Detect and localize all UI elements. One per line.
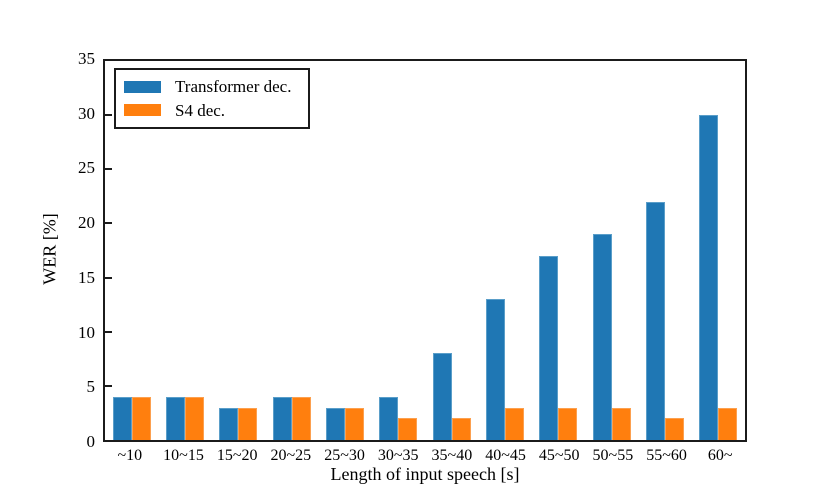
y-tick-label: 35: [78, 49, 95, 68]
y-tick-label: 20: [78, 213, 95, 233]
y-tick-mark: [105, 276, 112, 279]
bar-transformer-dec-25-30: [325, 407, 345, 440]
bar-s4-dec-10-15: [184, 396, 204, 440]
bar-transformer-dec-40-45: [485, 299, 505, 440]
y-tick-label: 10: [78, 322, 95, 342]
bar-s4-dec-25-30: [344, 407, 364, 440]
x-tick-label: 15~20: [216, 447, 258, 464]
bar-s4-dec-40-45: [504, 407, 524, 440]
bar-group-15-20: [212, 61, 265, 440]
bar-group-25-30: [318, 61, 371, 440]
y-tick-mark: [105, 384, 112, 387]
y-tick-mark: [105, 114, 112, 117]
bar-s4-dec-55-60: [664, 418, 684, 440]
y-tick-label: 25: [78, 158, 95, 178]
bar-group-30-35: [372, 61, 425, 440]
bar-transformer-dec-50-55: [592, 234, 612, 440]
legend-label: Transformer dec.: [175, 77, 292, 97]
y-tick-label: 5: [86, 377, 96, 397]
bar-s4-dec-60: [718, 407, 738, 440]
legend: Transformer dec. S4 dec.: [114, 68, 310, 129]
y-tick-label: 30: [78, 103, 95, 123]
x-tick-label: 35~40: [431, 447, 473, 464]
y-axis-tick-labels: 0 5 10 15 20 25 30 35: [0, 49, 96, 451]
x-tick-label: 20~25: [270, 447, 312, 464]
bar-transformer-dec-10: [112, 396, 132, 440]
x-axis-label: Length of input speech [s]: [330, 464, 520, 484]
y-tick-label: 0: [86, 432, 96, 451]
x-tick-label: 45~50: [538, 447, 580, 464]
legend-entry-transformer-dec: Transformer dec.: [124, 77, 300, 96]
y-tick-mark: [105, 168, 112, 171]
bar-transformer-dec-60: [699, 115, 719, 440]
x-tick-label: ~10: [117, 447, 143, 464]
bar-group-40-45: [478, 61, 531, 440]
bar-s4-dec-45-50: [558, 407, 578, 440]
bar-transformer-dec-10-15: [165, 396, 185, 440]
x-tick-label: 25~30: [324, 447, 365, 464]
bar-s4-dec-50-55: [611, 407, 631, 440]
bar-transformer-dec-55-60: [645, 201, 665, 440]
bar-group-60: [692, 61, 745, 440]
bar-s4-dec-30-35: [398, 418, 418, 440]
x-tick-label: 50~55: [592, 447, 634, 464]
bars-layer: [105, 61, 745, 440]
legend-label: S4 dec.: [175, 100, 226, 120]
bar-transformer-dec-30-35: [379, 396, 399, 440]
x-tick-label: 40~45: [485, 447, 526, 464]
bar-transformer-dec-15-20: [219, 407, 239, 440]
bar-group-45-50: [532, 61, 585, 440]
plot-area: Transformer dec. S4 dec.: [103, 59, 747, 442]
bar-group-50-55: [585, 61, 638, 440]
bar-group-20-25: [265, 61, 318, 440]
bar-group-55-60: [638, 61, 691, 440]
bar-s4-dec-35-40: [451, 418, 471, 440]
bar-s4-dec-10: [131, 396, 151, 440]
bar-group-10: [105, 61, 158, 440]
y-tick-label: 15: [78, 267, 95, 287]
bar-s4-dec-15-20: [238, 407, 258, 440]
legend-entry-s4-dec: S4 dec.: [124, 101, 300, 120]
bar-transformer-dec-35-40: [432, 353, 452, 440]
x-tick-label: 55~60: [646, 447, 687, 464]
bar-s4-dec-20-25: [291, 396, 311, 440]
legend-swatch-s4-dec: [124, 104, 161, 117]
x-tick-label: 60~: [707, 447, 733, 464]
x-axis-tick-labels: ~10 10~15 15~20 20~25 25~30 30~35 35~40 40~45 45…: [103, 447, 747, 465]
bar-transformer-dec-20-25: [272, 396, 292, 440]
x-tick-label: 30~35: [377, 447, 419, 464]
y-tick-mark: [105, 222, 112, 225]
legend-swatch-transformer-dec: [124, 80, 161, 93]
y-tick-mark: [105, 330, 112, 333]
x-tick-label: 10~15: [163, 447, 204, 464]
bar-group-10-15: [158, 61, 211, 440]
bar-transformer-dec-45-50: [539, 255, 559, 440]
bar-group-35-40: [425, 61, 478, 440]
